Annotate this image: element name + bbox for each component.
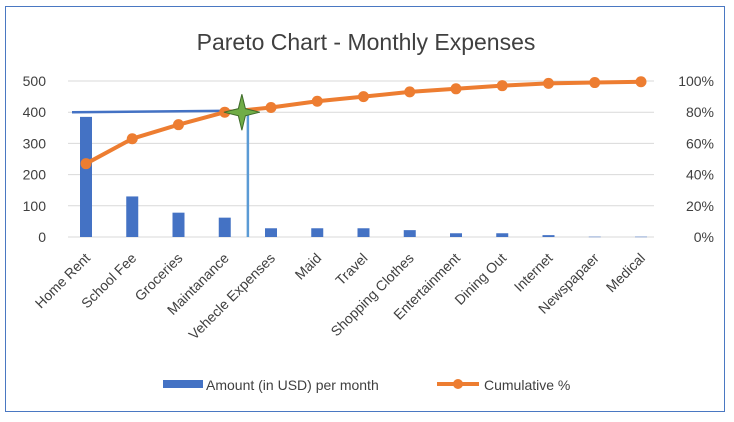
right-axis-ticks: 0% 20% 40% 60% 80% 100% [678, 73, 714, 245]
cumulative-point [358, 91, 369, 103]
cumulative-point [173, 119, 184, 131]
y-right-tick-label: 0% [694, 229, 714, 245]
annotations [71, 109, 250, 237]
bar [172, 212, 185, 237]
legend-bar-label: Amount (in USD) per month [206, 377, 379, 393]
legend-line-marker [453, 379, 463, 389]
legend-bar-swatch [163, 380, 203, 388]
bar [218, 217, 231, 237]
y-left-tick-label: 300 [23, 135, 47, 151]
cumulative-line-series [80, 76, 647, 170]
cumulative-point [404, 86, 416, 98]
cumulative-point [80, 158, 92, 170]
cumulative-point [543, 77, 554, 89]
y-left-tick-label: 400 [23, 104, 47, 120]
cumulative-point [589, 77, 601, 89]
y-right-tick-label: 20% [686, 198, 714, 214]
bar [496, 233, 509, 237]
x-category-label: Shopping Clothes [327, 250, 416, 339]
left-axis-ticks: 0 100 200 300 400 500 [23, 73, 47, 245]
legend-line-label: Cumulative % [484, 377, 570, 393]
y-right-tick-label: 60% [686, 135, 714, 151]
bar [450, 233, 462, 237]
y-right-tick-label: 80% [686, 104, 714, 120]
cumulative-point [635, 76, 647, 88]
cumulative-point [496, 80, 508, 92]
y-left-tick-label: 0 [38, 229, 46, 245]
y-right-tick-label: 100% [678, 73, 714, 89]
y-right-tick-label: 40% [686, 167, 714, 183]
x-category-label: Travel [332, 250, 370, 288]
bar [265, 228, 277, 237]
chart-frame: Pareto Chart - Monthly Expenses 0 100 200 3… [5, 6, 725, 412]
chart-title: Pareto Chart - Monthly Expenses [197, 29, 536, 55]
x-category-label: Vehecle Expenses [185, 250, 278, 343]
cumulative-point [126, 133, 138, 145]
bar [80, 116, 92, 237]
bar [635, 236, 647, 238]
star-marker-icon [223, 94, 260, 131]
pareto-chart: Pareto Chart - Monthly Expenses 0 100 200 3… [23, 29, 714, 393]
y-left-tick-label: 200 [23, 167, 47, 183]
bar [403, 230, 416, 237]
y-left-tick-label: 500 [23, 73, 47, 89]
legend: Amount (in USD) per month Cumulative % [163, 377, 570, 393]
bar [542, 235, 555, 237]
y-left-tick-label: 100 [23, 198, 47, 214]
bar [588, 236, 601, 238]
bar [357, 228, 370, 237]
gridlines [68, 80, 654, 238]
cumulative-point [450, 83, 462, 95]
x-category-label: Maid [292, 250, 325, 283]
bar [126, 196, 139, 237]
cumulative-point [265, 102, 277, 114]
bar-series [80, 116, 647, 238]
threshold-line [71, 109, 245, 114]
x-category-label: Internet [511, 250, 556, 295]
cumulative-point [311, 95, 323, 107]
x-category-label: Medical [603, 250, 648, 295]
bar [311, 228, 324, 237]
